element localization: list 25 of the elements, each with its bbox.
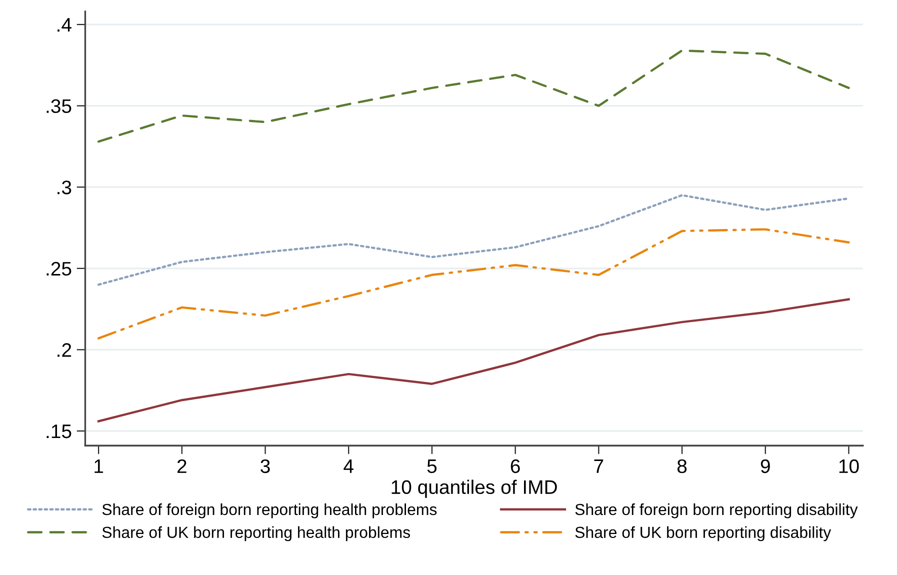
x-tick-label: 4 (344, 460, 354, 473)
line-series (97, 228, 850, 340)
line-series (97, 49, 850, 143)
line-series (97, 194, 850, 286)
y-tick-label: .15 (46, 424, 72, 438)
x-tick-label: 9 (760, 459, 770, 474)
line-series (97, 298, 850, 422)
x-tick-label: 3 (260, 459, 270, 474)
legend-label: Share of foreign born reporting health problems (102, 503, 437, 518)
y-tick-label: .2 (58, 343, 72, 357)
y-tick-label: .35 (46, 99, 72, 114)
x-tick-label: 6 (510, 459, 520, 474)
y-tick-label: .25 (46, 262, 72, 276)
x-tick-label: 10 (839, 459, 859, 474)
y-tick-label: .4 (58, 18, 72, 32)
x-tick-label: 7 (594, 460, 604, 473)
x-tick-label: 8 (677, 459, 687, 474)
legend-label: Share of UK born reporting disability (575, 526, 832, 542)
y-tick-label: .3 (58, 180, 72, 194)
x-tick-label: 5 (427, 460, 437, 474)
x-axis-title: 10 quantiles of IMD (392, 480, 557, 498)
legend-label: Share of foreign born reporting disability (575, 503, 858, 518)
x-tick-label: 1 (94, 460, 104, 473)
legend-label: Share of UK born reporting health problems (102, 526, 410, 542)
x-tick-label: 2 (177, 459, 186, 473)
